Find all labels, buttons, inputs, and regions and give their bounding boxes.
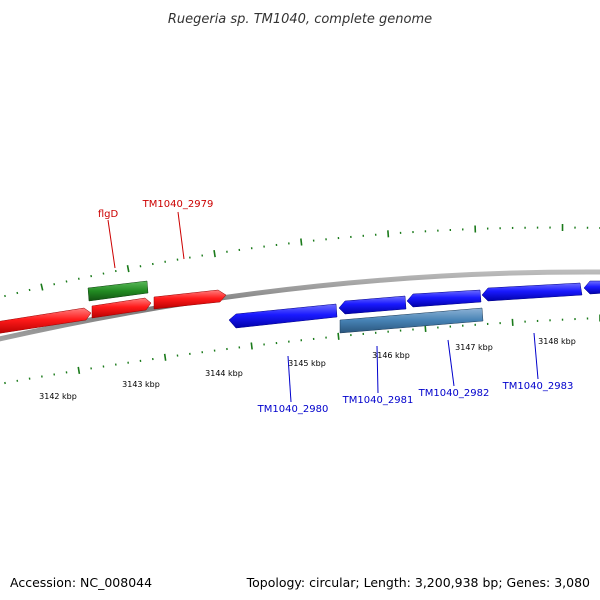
TM1040_2979-leader <box>177 211 185 260</box>
genome-backbone <box>0 269 600 342</box>
reverse-feature-bar[interactable] <box>339 307 484 334</box>
major-tick <box>126 265 130 273</box>
major-tick <box>387 230 390 238</box>
accession-text: Accession: NC_008044 <box>10 575 152 590</box>
forward-gene-arrow[interactable] <box>0 307 92 334</box>
major-tick <box>424 324 427 333</box>
major-tick <box>40 283 44 291</box>
flgD-gene-arrow[interactable] <box>91 297 152 319</box>
kbp-label: 3143 kbp <box>122 380 160 389</box>
TM1040_2980-gene-arrow[interactable] <box>228 303 338 329</box>
major-tick <box>213 250 216 258</box>
TM1040_2983-leader <box>533 332 539 380</box>
TM1040_2980-leader <box>287 355 292 403</box>
TM1040_2981-gene-arrow[interactable] <box>338 295 407 315</box>
kbp-label: 3146 kbp <box>372 351 410 360</box>
major-tick <box>337 332 340 340</box>
TM1040_2982-gene-arrow[interactable] <box>406 289 482 308</box>
TM1040_2979-gene-arrow[interactable] <box>153 289 227 310</box>
gene-label-TM1040_2982[interactable]: TM1040_2982 <box>418 388 490 399</box>
kbp-label: 3147 kbp <box>455 343 493 352</box>
gene-label-TM1040_2981[interactable]: TM1040_2981 <box>342 395 414 406</box>
gene-label-flgD[interactable]: flgD <box>98 209 119 220</box>
genome-summary-text: Topology: circular; Length: 3,200,938 bp… <box>246 575 590 590</box>
kbp-labels: 3142 kbp 3143 kbp 3144 kbp 3145 kbp 3146… <box>39 337 576 401</box>
flgD-leader <box>107 219 116 269</box>
TM1040_2982-leader <box>447 339 455 387</box>
gene-label-TM1040_2983[interactable]: TM1040_2983 <box>502 381 574 392</box>
partial-gene-arrow[interactable] <box>583 280 600 295</box>
gene-label-TM1040_2980[interactable]: TM1040_2980 <box>257 404 329 415</box>
TM1040_2983-gene-arrow[interactable] <box>481 282 583 302</box>
inner-tick-ring <box>4 314 600 385</box>
forward-strand-features <box>0 280 227 334</box>
kbp-label: 3145 kbp <box>288 359 326 368</box>
major-tick <box>300 238 303 246</box>
label-leader-lines <box>107 211 539 403</box>
gene-labels: flgD TM1040_2979 TM1040_2980 TM1040_2981… <box>98 199 574 415</box>
kbp-label: 3142 kbp <box>39 392 77 401</box>
map-title: Ruegeria sp. TM1040, complete genome <box>168 12 432 27</box>
major-tick <box>163 353 167 361</box>
outer-tick-ring <box>4 224 600 298</box>
TM1040_2981-leader <box>376 345 379 394</box>
major-tick <box>250 342 253 350</box>
kbp-label: 3144 kbp <box>205 369 243 378</box>
flgD-feature-bar[interactable] <box>87 280 149 302</box>
kbp-label: 3148 kbp <box>538 337 576 346</box>
reverse-strand-features <box>228 280 600 334</box>
major-tick <box>77 366 81 374</box>
gene-label-TM1040_2979[interactable]: TM1040_2979 <box>142 199 214 210</box>
